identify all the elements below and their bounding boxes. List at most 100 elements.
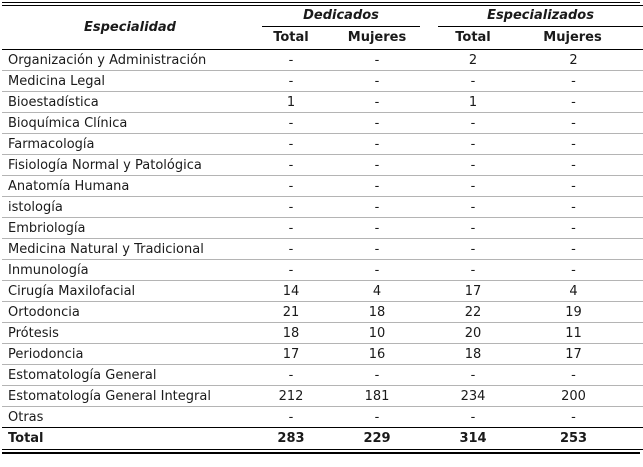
value-cell: 181 — [324, 385, 431, 407]
total-row: Total 283 229 314 253 — [2, 428, 643, 450]
value-cell: - — [516, 133, 643, 155]
table-row: Farmacología - - - - — [2, 133, 643, 155]
group-header-row: Especialidad Dedicados Especializados — [2, 5, 643, 50]
especialidad-cell: Periodoncia — [2, 343, 258, 365]
value-cell: - — [258, 196, 324, 218]
value-cell: 20 — [430, 322, 517, 344]
value-cell: 200 — [516, 385, 643, 407]
value-cell: - — [324, 196, 431, 218]
especialidad-cell: Cirugía Maxilofacial — [2, 280, 258, 302]
value-cell: - — [258, 406, 324, 428]
especialidad-cell: Medicina Natural y Tradicional — [2, 238, 258, 260]
especialidad-statistics-table: Especialidad Dedicados Especializados To… — [2, 5, 643, 450]
total-dedicados-total: 283 — [277, 431, 305, 446]
value-cell: 18 — [324, 301, 431, 323]
value-cell: 1 — [430, 91, 517, 113]
total-especializados-mujeres: 253 — [559, 431, 588, 446]
subheader-especializados-mujeres: Mujeres — [516, 27, 643, 50]
total-especializados-total: 314 — [459, 431, 487, 446]
value-cell: - — [324, 91, 431, 113]
value-cell: - — [430, 196, 517, 218]
value-cell: 14 — [258, 280, 324, 302]
value-cell: 19 — [516, 301, 643, 323]
subheader-dedicados-total: Total — [258, 27, 324, 50]
value-cell: - — [516, 238, 643, 260]
subheader-especializados-total: Total — [430, 27, 517, 50]
especialidad-cell: Embriología — [2, 217, 258, 239]
value-cell: - — [430, 154, 517, 176]
value-cell: - — [430, 133, 517, 155]
total-dedicados-mujeres: 229 — [363, 431, 391, 446]
value-cell: 17 — [430, 280, 517, 302]
value-cell: 22 — [430, 301, 517, 323]
value-cell: - — [324, 175, 431, 197]
value-cell: - — [324, 154, 431, 176]
value-cell: - — [258, 259, 324, 281]
value-cell: - — [324, 112, 431, 134]
value-cell: 2 — [430, 49, 517, 71]
especialidad-cell: Estomatología General — [2, 364, 258, 386]
value-cell: - — [324, 217, 431, 239]
especialidad-cell: Otras — [2, 406, 258, 428]
value-cell: - — [258, 154, 324, 176]
value-cell: 4 — [516, 280, 643, 302]
value-cell: - — [258, 364, 324, 386]
especialidad-cell: Bioquímica Clínica — [2, 112, 258, 134]
value-cell: - — [516, 112, 643, 134]
value-cell: - — [516, 259, 643, 281]
table-row: Prótesis 18 10 20 11 — [2, 322, 643, 344]
value-cell: - — [430, 364, 517, 386]
table-row: Periodoncia 17 16 18 17 — [2, 343, 643, 365]
table-row: Ortodoncia 21 18 22 19 — [2, 301, 643, 323]
table-row: Organización y Administración - -2 2 — [2, 49, 643, 71]
table-frame: Especialidad Dedicados Especializados To… — [2, 2, 643, 454]
especialidad-cell: Ortodoncia — [2, 301, 258, 323]
especialidad-cell: Prótesis — [2, 322, 258, 344]
value-cell: - — [430, 112, 517, 134]
value-cell: - — [324, 238, 431, 260]
value-cell: - — [258, 217, 324, 239]
value-cell: - — [430, 406, 517, 428]
especialidad-cell: Bioestadística — [2, 91, 258, 113]
value-cell: - — [516, 70, 643, 92]
value-cell: 212 — [258, 385, 324, 407]
value-cell: - — [324, 133, 431, 155]
especialidad-cell: Fisiología Normal y Patológica — [2, 154, 258, 176]
table-row: Bioestadística 1-1- — [2, 91, 643, 113]
table-body: Organización y Administración - -2 2 Medicin… — [2, 49, 643, 428]
value-cell: - — [258, 238, 324, 260]
value-cell: 10 — [324, 322, 431, 344]
value-cell: 234 — [430, 385, 517, 407]
value-cell: - — [516, 217, 643, 239]
value-cell: - — [516, 154, 643, 176]
value-cell: - — [430, 70, 517, 92]
value-cell: - — [516, 91, 643, 113]
value-cell: - — [324, 364, 431, 386]
column-group-dedicados: Dedicados — [258, 6, 430, 27]
especialidad-cell: Anatomía Humana — [2, 175, 258, 197]
table-row: Estomatología General Integral 212 181 234 2… — [2, 385, 643, 407]
value-cell: - — [324, 406, 431, 428]
table-row: Embriología - - - - — [2, 217, 643, 239]
value-cell: - — [324, 70, 431, 92]
especialidad-cell: Estomatología General Integral — [2, 385, 258, 407]
value-cell: - — [324, 259, 431, 281]
table-header: Especialidad Dedicados Especializados To… — [2, 5, 643, 50]
value-cell: - — [258, 70, 324, 92]
value-cell: - — [430, 175, 517, 197]
table-row: Fisiología Normal y Patológica - - - - — [2, 154, 643, 176]
value-cell: - — [430, 259, 517, 281]
table-row: Medicina Legal - - - - — [2, 70, 643, 92]
table-row: istología - - - - — [2, 196, 643, 218]
value-cell: 1 — [258, 91, 324, 113]
table-row: Otras - - - - — [2, 406, 643, 428]
table-footer: Total 283 229 314 253 — [2, 428, 643, 450]
value-cell: 17 — [258, 343, 324, 365]
value-cell: - — [258, 112, 324, 134]
value-cell: - — [516, 175, 643, 197]
especialidad-cell: Farmacología — [2, 133, 258, 155]
value-cell: - — [430, 217, 517, 239]
value-cell: - — [516, 406, 643, 428]
value-cell: 11 — [516, 322, 643, 344]
